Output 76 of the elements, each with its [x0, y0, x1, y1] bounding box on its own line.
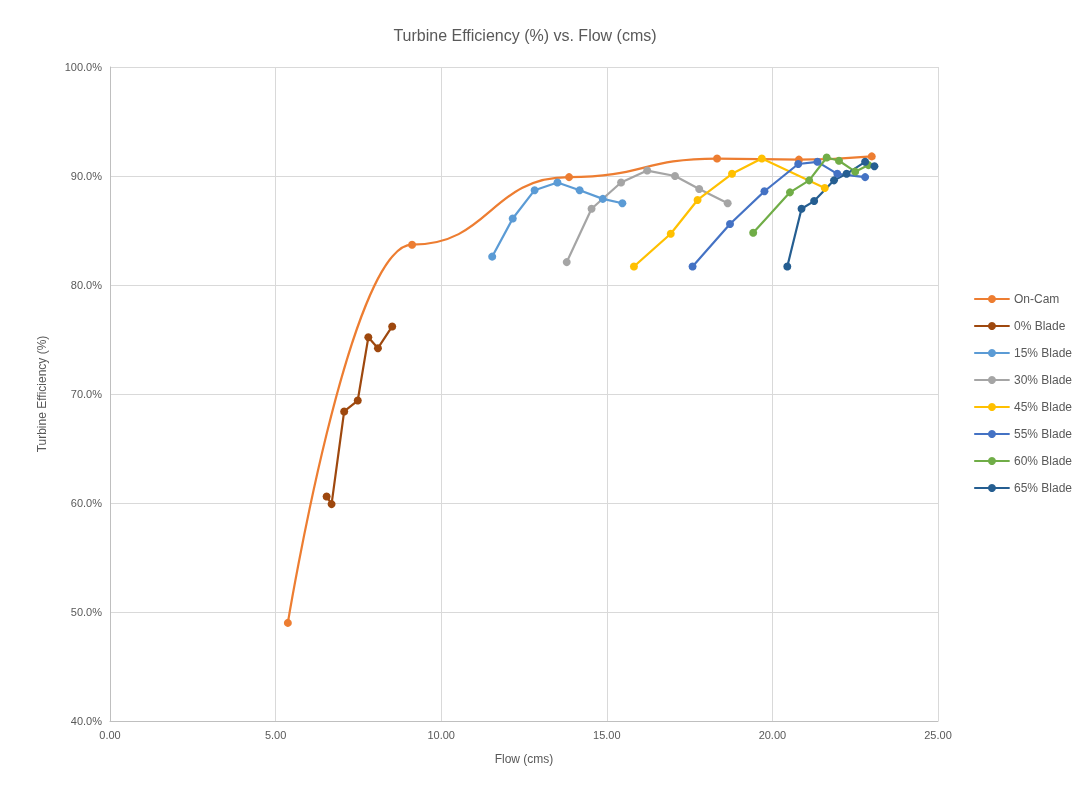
point — [834, 156, 843, 165]
legend-label: 45% Blade — [1013, 400, 1073, 414]
point — [327, 500, 336, 509]
point — [794, 160, 803, 169]
legend-label: 30% Blade — [1013, 373, 1073, 387]
x-tick-label: 5.00 — [264, 728, 287, 741]
point — [408, 240, 417, 249]
chart-title: Turbine Efficiency (%) vs. Flow (cms) — [393, 26, 657, 44]
point — [797, 204, 806, 213]
point — [861, 157, 870, 166]
point — [618, 199, 627, 208]
point — [723, 199, 732, 208]
y-tick-label: 100.0% — [64, 61, 103, 73]
point — [693, 195, 702, 204]
x-tick-label: 25.00 — [924, 728, 952, 741]
point — [629, 262, 638, 271]
point — [805, 176, 814, 185]
point — [364, 333, 373, 342]
point — [530, 186, 539, 195]
point — [760, 187, 769, 196]
y-tick-label: 60.0% — [70, 497, 103, 509]
x-tick-label: 20.00 — [758, 728, 787, 741]
point — [575, 186, 584, 195]
point — [353, 396, 362, 405]
point — [728, 169, 736, 178]
y-tick-label: 50.0% — [70, 606, 103, 618]
point — [488, 252, 497, 261]
point — [340, 407, 349, 416]
point — [726, 219, 735, 228]
point — [833, 169, 842, 178]
point — [388, 322, 397, 331]
point — [283, 618, 292, 627]
point — [565, 173, 574, 182]
legend-label: 65% Blade — [1013, 481, 1073, 495]
x-tick-label: 0.00 — [99, 728, 121, 741]
point — [867, 152, 876, 161]
point — [562, 258, 571, 267]
point — [713, 154, 722, 163]
y-tick-label: 90.0% — [70, 170, 103, 182]
point — [322, 492, 331, 501]
legend-label: 15% Blade — [1013, 346, 1073, 360]
point — [688, 262, 697, 271]
point — [553, 178, 562, 187]
point — [785, 188, 794, 197]
legend-label: 60% Blade — [1013, 454, 1073, 468]
y-tick-label: 80.0% — [70, 279, 103, 291]
point — [617, 178, 626, 187]
point — [695, 185, 704, 194]
point — [810, 197, 819, 206]
point — [813, 157, 822, 166]
x-tick-label: 15.00 — [593, 728, 621, 741]
x-axis-title: Flow (cms) — [494, 752, 554, 766]
point — [851, 167, 860, 176]
x-tick-label: 10.00 — [427, 728, 455, 741]
point — [643, 166, 652, 175]
point — [861, 173, 870, 182]
point — [757, 154, 766, 163]
point — [870, 162, 879, 171]
legend-label: 55% Blade — [1013, 427, 1073, 441]
point — [666, 229, 675, 238]
point — [587, 204, 596, 213]
point — [820, 183, 829, 192]
point — [830, 176, 838, 185]
point — [842, 169, 851, 178]
y-axis-title: Turbine Efficiency (%) — [35, 335, 49, 453]
point — [508, 214, 517, 223]
point — [783, 262, 792, 271]
point — [373, 344, 382, 353]
y-tick-label: 40.0% — [70, 715, 103, 727]
point — [822, 153, 831, 162]
point — [749, 228, 758, 237]
y-tick-label: 70.0% — [70, 388, 103, 400]
point — [671, 172, 680, 180]
point — [598, 194, 607, 203]
legend-label: On-Cam — [1013, 292, 1060, 306]
legend-label: 0% Blade — [1013, 319, 1066, 333]
